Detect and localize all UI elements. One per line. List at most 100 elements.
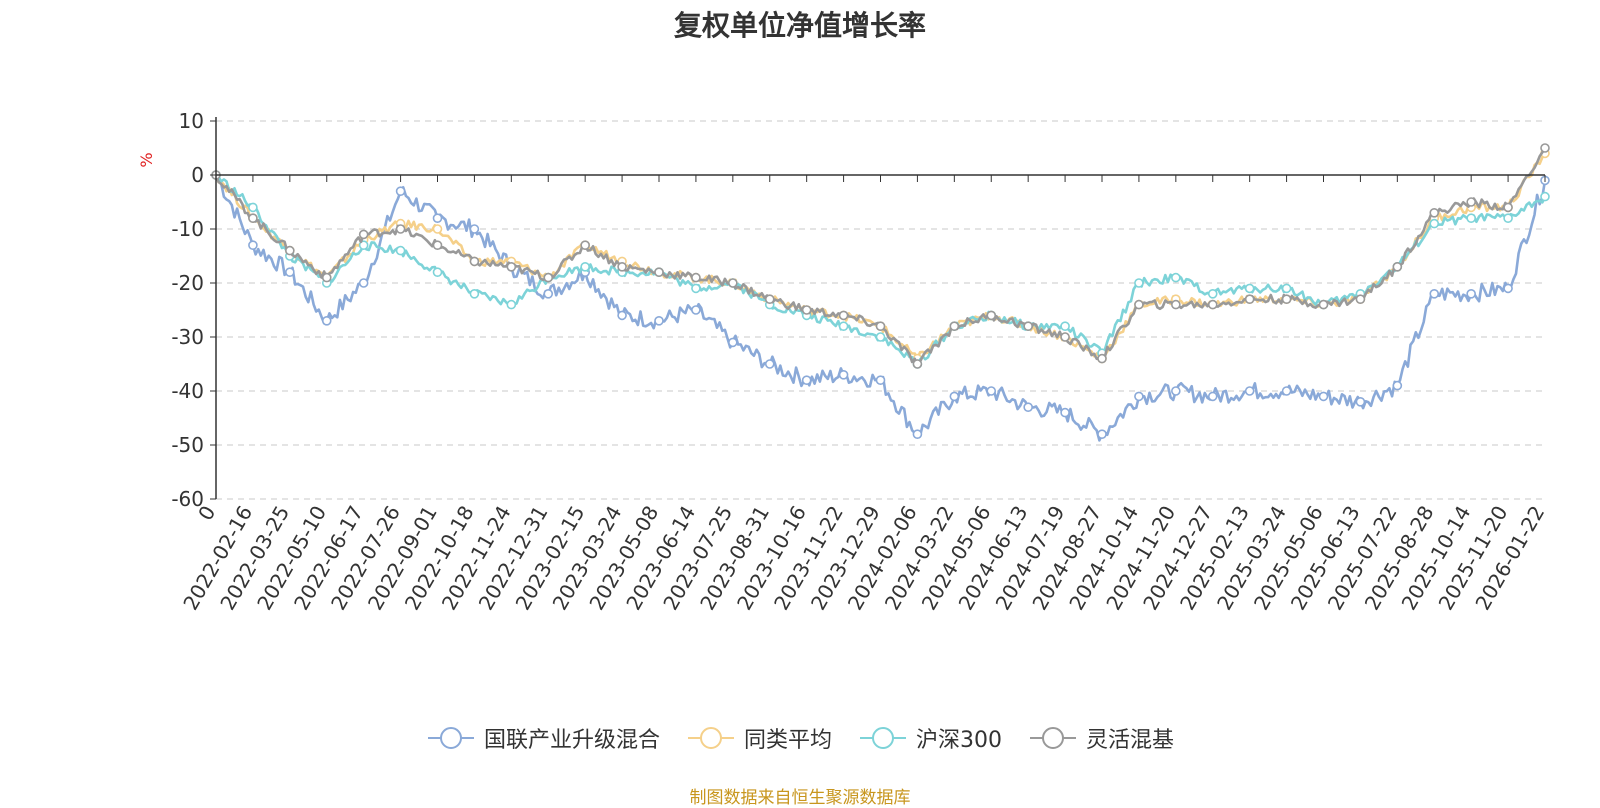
- chart-title: 复权单位净值增长率: [673, 9, 926, 42]
- data-point: [1392, 380, 1403, 391]
- data-point: [285, 267, 295, 278]
- data-point: [1207, 299, 1218, 310]
- data-point: [691, 272, 701, 283]
- data-point: [1097, 353, 1107, 364]
- series-0: [211, 170, 1550, 442]
- series-layer: [211, 143, 1550, 442]
- data-point: [432, 240, 443, 250]
- data-point: [469, 256, 480, 267]
- data-point: [1281, 283, 1292, 294]
- axis-layer: 100-10-20-30-40-50-6002022-02-162022-03-…: [171, 109, 1549, 614]
- data-point: [248, 240, 258, 250]
- data-point: [1355, 294, 1366, 305]
- data-point: [1060, 407, 1070, 418]
- source-note: 制图数据来自恒生聚源数据库: [689, 788, 911, 808]
- data-point: [543, 272, 554, 283]
- y-tick-label: -40: [171, 379, 204, 403]
- data-point: [1207, 391, 1218, 402]
- data-point: [1429, 288, 1440, 299]
- data-point: [1503, 213, 1513, 223]
- data-point: [875, 375, 886, 386]
- legend-item-1[interactable]: 同类平均: [686, 722, 832, 754]
- data-point: [801, 375, 812, 386]
- data-point: [1171, 299, 1181, 310]
- x-tick-label: 0: [193, 502, 220, 525]
- data-point: [986, 310, 997, 321]
- data-point: [1134, 391, 1144, 402]
- series-3: [211, 143, 1550, 369]
- data-point: [617, 310, 627, 321]
- data-point: [654, 267, 664, 278]
- data-point: [1244, 386, 1255, 396]
- data-point: [1503, 283, 1513, 294]
- data-point: [949, 321, 960, 332]
- legend-label: 沪深300: [916, 728, 1002, 753]
- data-point: [728, 278, 738, 288]
- series-2: [211, 170, 1550, 369]
- data-point: [1318, 299, 1329, 310]
- data-point: [469, 224, 480, 234]
- legend-marker-icon: [687, 727, 734, 749]
- y-tick-label: 10: [179, 109, 204, 133]
- series-line-0: [214, 174, 1547, 442]
- data-point: [1171, 386, 1181, 396]
- data-point: [506, 261, 517, 272]
- data-point: [1097, 429, 1107, 440]
- legend-label: 同类平均: [743, 728, 832, 753]
- data-point: [875, 321, 886, 332]
- data-point: [691, 283, 701, 294]
- data-point: [801, 305, 812, 315]
- data-point: [1466, 197, 1476, 207]
- data-point: [358, 278, 369, 288]
- data-point: [1540, 143, 1550, 153]
- data-point: [506, 299, 517, 310]
- data-point: [432, 267, 443, 278]
- legend-item-3[interactable]: 灵活混基: [1028, 722, 1174, 754]
- data-point: [1023, 321, 1033, 332]
- y-tick-label: 0: [191, 163, 204, 187]
- data-point: [1540, 191, 1550, 202]
- data-point: [395, 224, 406, 234]
- data-point: [321, 315, 332, 326]
- data-point: [691, 305, 701, 315]
- legend-item-0[interactable]: 国联产业升级混合: [426, 722, 660, 754]
- data-point: [949, 391, 960, 402]
- data-point: [469, 288, 480, 299]
- data-point: [912, 359, 923, 369]
- data-point: [432, 224, 443, 234]
- y-tick-label: -60: [171, 487, 204, 511]
- data-point: [1060, 332, 1070, 342]
- data-point: [1171, 272, 1181, 283]
- data-point: [728, 337, 738, 348]
- data-point: [248, 213, 258, 223]
- data-point: [1503, 202, 1513, 213]
- legend-label: 灵活混基: [1086, 728, 1175, 753]
- data-point: [580, 261, 590, 272]
- data-point: [321, 272, 332, 283]
- data-point: [1281, 386, 1292, 396]
- legend-label: 国联产业升级混合: [483, 728, 660, 753]
- y-tick-label: -10: [171, 217, 204, 241]
- legend-marker-icon: [1030, 727, 1076, 749]
- data-point: [617, 261, 627, 272]
- data-point: [543, 288, 554, 299]
- data-point: [1392, 261, 1403, 272]
- data-point: [432, 213, 443, 223]
- y-axis-label: %: [137, 152, 156, 167]
- data-point: [358, 229, 369, 240]
- y-tick-label: -20: [171, 271, 204, 295]
- data-point: [580, 240, 590, 250]
- data-point: [838, 369, 849, 380]
- data-point: [1207, 288, 1218, 299]
- data-point: [1023, 402, 1033, 413]
- legend-item-2[interactable]: 沪深300: [858, 722, 1002, 754]
- data-point: [1244, 294, 1255, 305]
- data-point: [838, 321, 849, 332]
- legend-marker-icon: [860, 727, 906, 749]
- data-point: [654, 315, 664, 326]
- data-point: [1466, 213, 1476, 223]
- y-tick-label: -30: [171, 325, 204, 349]
- data-point: [838, 310, 849, 321]
- data-point: [1060, 321, 1070, 332]
- data-point: [358, 240, 369, 250]
